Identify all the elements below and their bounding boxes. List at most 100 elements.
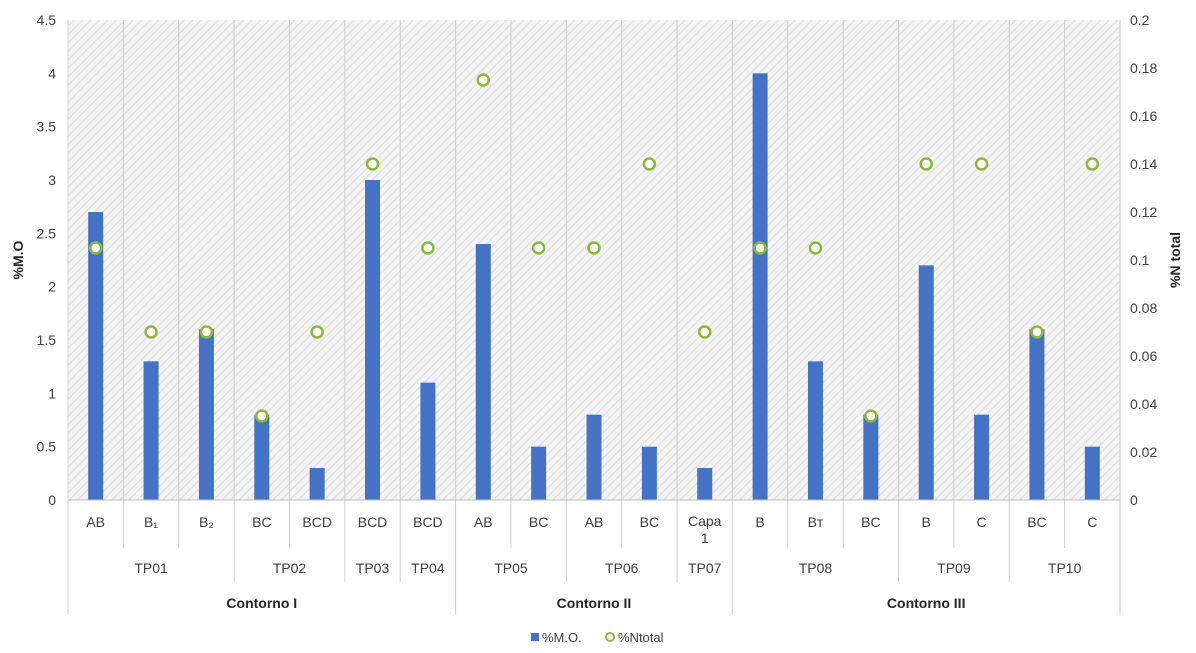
right-axis: 0 0.02 0.04 0.06 0.08 0.1 0.12 0.14 0.16 0.18 0.2%… [1130,12,1183,508]
mo-bar [143,361,159,500]
left-tick-label: 1.5 [37,332,57,348]
horizon-label: B [755,514,764,530]
right-tick-label: 0.06 [1130,348,1157,364]
right-tick-label: 0.02 [1130,444,1157,460]
ntotal-point [255,409,269,423]
mo-bar [1084,446,1100,500]
left-tick-label: 1 [48,385,56,401]
mo-bar [918,265,934,500]
mo-bar [1029,329,1045,500]
legend-swatch-ntotal [605,632,615,642]
ntotal-point [974,157,989,171]
ntotal-point [919,157,933,171]
mo-bar [586,414,602,500]
profile-label: TP01 [134,560,168,576]
horizon-label: B₁ [144,514,158,530]
category-divider-lines [67,20,1121,548]
mo-bar [198,329,214,500]
left-axis-title: %M.O [10,240,26,279]
right-tick-label: 0.12 [1130,204,1157,220]
left-tick-label: 2 [48,279,56,295]
profile-label: TP08 [799,560,833,576]
contour-label: Contorno II [557,595,632,611]
ntotal-point [365,157,380,171]
left-tick-label: 3.5 [37,119,57,135]
ntotal-point [1030,325,1044,339]
left-tick-label: 3 [48,172,56,188]
legend-swatch-mo [531,633,539,641]
ntotal-point [587,241,601,255]
mo-bar [309,468,325,500]
legend: %M.O. %Ntotal [531,630,664,645]
left-tick-label: 2.5 [37,225,57,241]
horizon-label: BC [640,514,659,530]
right-tick-label: 0.18 [1130,60,1157,76]
ntotal-point [310,325,324,339]
horizon-label: BCD [302,514,332,530]
mo-bar [254,414,270,500]
ntotal-point [421,241,435,255]
left-tick-label: 4.5 [37,12,57,28]
horizon-label: B₂ [199,514,214,530]
legend-label-ntotal: %Ntotal [618,630,664,645]
legend-label-mo: %M.O. [542,630,582,645]
contour-label: Contorno I [226,595,297,611]
mo-bar [420,382,436,500]
ntotal-point [864,409,878,423]
mo-bar [697,468,713,500]
horizon-label: BC [252,514,271,530]
right-tick-label: 0.04 [1130,396,1157,412]
left-tick-label: 0 [48,492,56,508]
left-tick-label: 0.5 [37,439,57,455]
right-tick-label: 0.14 [1130,156,1157,172]
horizon-label: C [977,514,987,530]
mo-bar [88,212,104,500]
horizon-label: Bт [808,514,824,530]
mo-bar [365,180,381,500]
horizon-label: C [1087,514,1097,530]
mo-bar [752,73,768,500]
x-axis-categories: AB B₁ B₂ BC BCD BCD BCD AB BC AB BC Capa 1B Bт BC B C BC C… [67,499,1121,615]
mo-bars [88,73,1100,500]
horizon-label: Capa 1 [688,513,722,546]
horizon-label: AB [474,514,493,530]
ntotal-point [808,241,823,255]
ntotal-point [88,241,103,255]
profile-label: TP03 [356,560,390,576]
ntotal-points [88,73,1100,423]
mo-bar [641,446,657,500]
right-axis-title: %N total [1167,232,1183,288]
right-tick-label: 0.16 [1130,108,1157,124]
left-axis: 0 0.5 1 1.5 2 2.5 3 3.5 4 4.5 %M.O [10,12,56,508]
ntotal-point [753,241,767,255]
ntotal-point [642,157,657,171]
horizon-label: BCD [358,514,388,530]
profile-label: TP05 [494,560,528,576]
mo-bar [531,446,547,500]
horizon-label: AB [585,514,604,530]
profile-label: TP10 [1048,560,1082,576]
ntotal-point [1085,157,1100,171]
profile-label: TP04 [411,560,445,576]
right-tick-label: 0.2 [1130,12,1150,28]
horizon-label: BC [1027,514,1046,530]
horizon-label: BC [861,514,880,530]
mo-bar [807,361,823,500]
right-tick-label: 0.08 [1130,300,1157,316]
contour-label: Contorno III [887,595,966,611]
ntotal-point [144,325,158,339]
left-tick-label: 4 [48,65,56,81]
profile-label: TP07 [688,560,722,576]
horizon-label: AB [86,514,105,530]
right-tick-label: 0.1 [1130,252,1150,268]
profile-label: TP09 [937,560,971,576]
mo-bar [863,414,879,500]
ntotal-point [476,73,491,87]
horizon-label: BCD [413,514,443,530]
right-tick-label: 0 [1130,492,1138,508]
mo-bar [974,414,990,500]
profile-label: TP06 [605,560,639,576]
ntotal-point [199,325,214,339]
